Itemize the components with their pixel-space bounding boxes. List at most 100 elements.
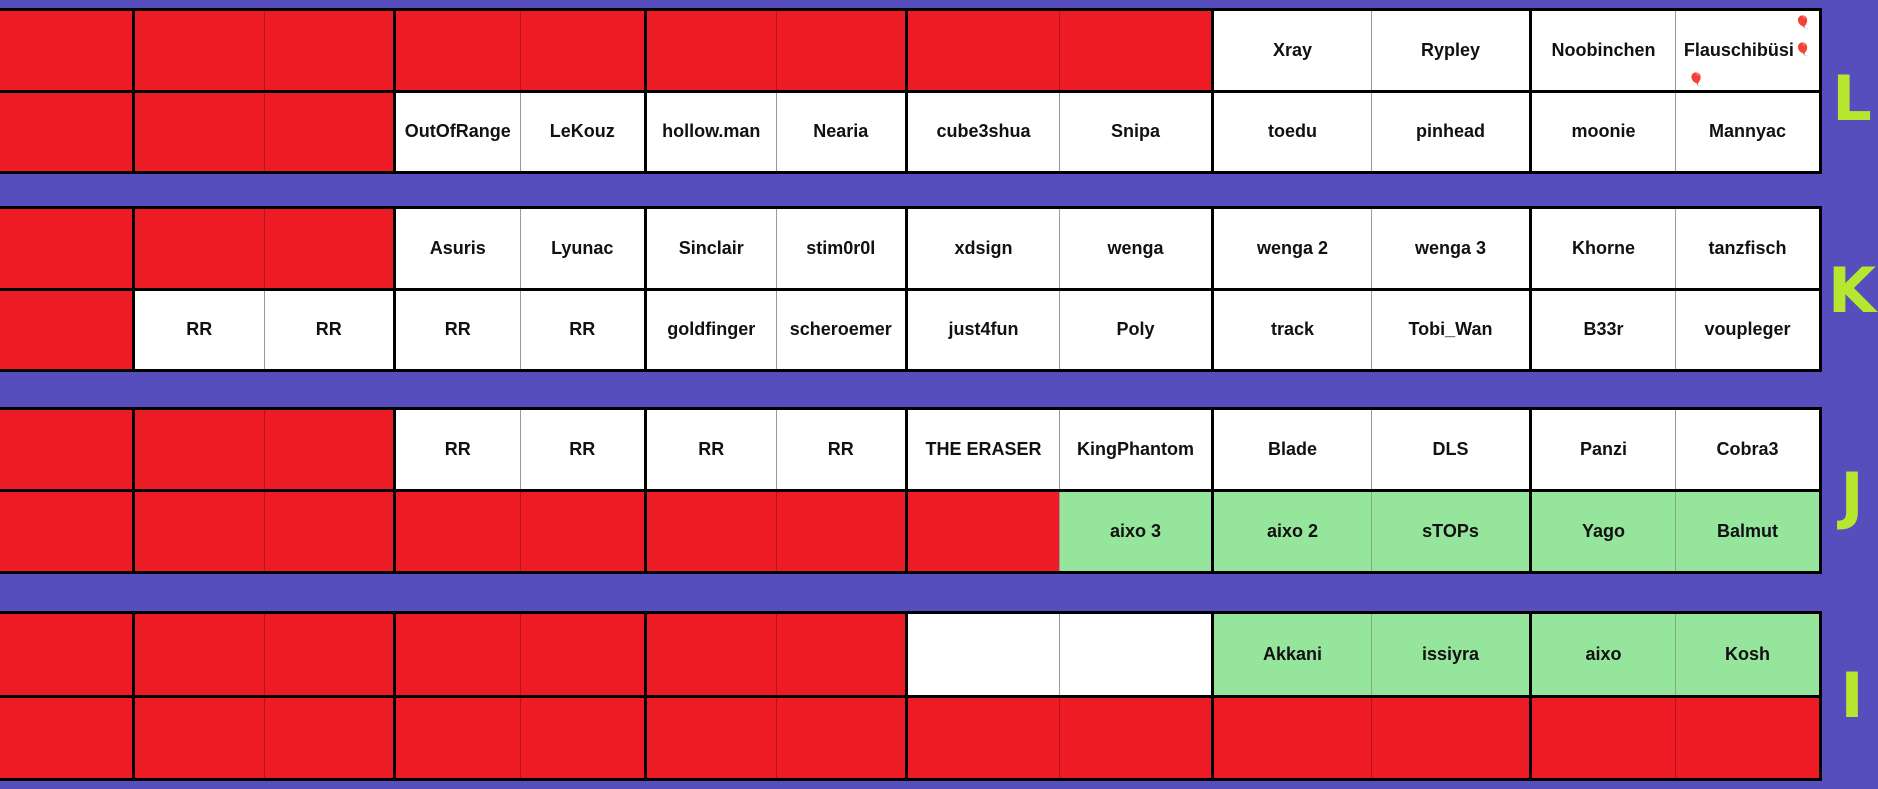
seat[interactable]: aixo bbox=[1532, 614, 1675, 695]
seat[interactable]: Yago bbox=[1532, 492, 1675, 571]
seat[interactable]: just4fun bbox=[908, 290, 1059, 369]
seat[interactable] bbox=[396, 614, 520, 695]
seat[interactable] bbox=[0, 614, 132, 695]
seat[interactable]: Lyunac bbox=[519, 209, 644, 288]
seat[interactable]: THE ERASER bbox=[908, 410, 1059, 489]
seat[interactable]: Xray bbox=[1214, 11, 1371, 90]
seat[interactable]: aixo 3 bbox=[1059, 492, 1211, 571]
seat[interactable] bbox=[775, 614, 905, 695]
seat[interactable] bbox=[0, 697, 132, 778]
seat[interactable] bbox=[519, 11, 644, 90]
seat[interactable]: wenga bbox=[1059, 209, 1211, 288]
seat[interactable] bbox=[775, 11, 905, 90]
seat[interactable] bbox=[135, 92, 264, 171]
seat[interactable]: aixo 2 bbox=[1214, 492, 1371, 571]
seat[interactable]: LeKouz bbox=[519, 92, 644, 171]
seat[interactable] bbox=[908, 614, 1059, 695]
seat[interactable]: OutOfRange bbox=[396, 92, 520, 171]
seat[interactable]: track bbox=[1214, 290, 1371, 369]
seat[interactable]: RR bbox=[775, 410, 905, 489]
seat[interactable]: stim0r0l bbox=[775, 209, 905, 288]
seat[interactable]: sTOPs bbox=[1371, 492, 1529, 571]
seat[interactable] bbox=[396, 11, 520, 90]
seat[interactable]: Balmut bbox=[1675, 492, 1819, 571]
seat[interactable] bbox=[1371, 697, 1529, 778]
seat[interactable]: Tobi_Wan bbox=[1371, 290, 1529, 369]
seat[interactable]: xdsign bbox=[908, 209, 1059, 288]
seat[interactable] bbox=[1059, 697, 1211, 778]
seat[interactable] bbox=[0, 492, 132, 571]
seat[interactable] bbox=[135, 697, 264, 778]
seat[interactable]: tanzfisch bbox=[1675, 209, 1819, 288]
seat[interactable]: Akkani bbox=[1214, 614, 1371, 695]
seat[interactable]: scheroemer bbox=[775, 290, 905, 369]
seat[interactable] bbox=[908, 11, 1059, 90]
seat[interactable]: voupleger bbox=[1675, 290, 1819, 369]
seat[interactable] bbox=[775, 492, 905, 571]
seat[interactable]: Nearia bbox=[775, 92, 905, 171]
seat[interactable] bbox=[263, 614, 393, 695]
seat[interactable] bbox=[135, 209, 264, 288]
seat[interactable]: RR bbox=[519, 410, 644, 489]
seat[interactable]: wenga 2 bbox=[1214, 209, 1371, 288]
seat[interactable] bbox=[0, 290, 132, 369]
seat[interactable]: Poly bbox=[1059, 290, 1211, 369]
seat[interactable] bbox=[263, 11, 393, 90]
seat[interactable] bbox=[908, 697, 1059, 778]
seat[interactable] bbox=[647, 11, 776, 90]
seat[interactable] bbox=[0, 209, 132, 288]
seat[interactable]: RR bbox=[396, 290, 520, 369]
seat[interactable] bbox=[519, 697, 644, 778]
seat[interactable]: goldfinger bbox=[647, 290, 776, 369]
seat[interactable] bbox=[908, 492, 1059, 571]
seat[interactable] bbox=[263, 410, 393, 489]
seat[interactable]: RR bbox=[263, 290, 393, 369]
seat[interactable] bbox=[647, 697, 776, 778]
seat[interactable] bbox=[263, 492, 393, 571]
seat[interactable] bbox=[1059, 11, 1211, 90]
seat[interactable]: RR bbox=[647, 410, 776, 489]
seat[interactable] bbox=[263, 92, 393, 171]
seat[interactable]: 🎈 Flauschibüsi 🎈 🎈 bbox=[1675, 11, 1819, 90]
seat[interactable]: RR bbox=[396, 410, 520, 489]
seat[interactable]: Snipa bbox=[1059, 92, 1211, 171]
seat[interactable] bbox=[0, 11, 132, 90]
seat[interactable] bbox=[0, 410, 132, 489]
seat[interactable] bbox=[263, 209, 393, 288]
seat[interactable]: Cobra3 bbox=[1675, 410, 1819, 489]
seat[interactable] bbox=[647, 492, 776, 571]
seat[interactable] bbox=[519, 492, 644, 571]
seat[interactable]: RR bbox=[135, 290, 264, 369]
seat[interactable] bbox=[0, 92, 132, 171]
seat[interactable] bbox=[1059, 614, 1211, 695]
seat[interactable]: pinhead bbox=[1371, 92, 1529, 171]
seat[interactable]: moonie bbox=[1532, 92, 1675, 171]
seat[interactable] bbox=[647, 614, 776, 695]
seat[interactable] bbox=[1532, 697, 1675, 778]
seat[interactable]: wenga 3 bbox=[1371, 209, 1529, 288]
seat[interactable]: Rypley bbox=[1371, 11, 1529, 90]
seat[interactable]: DLS bbox=[1371, 410, 1529, 489]
seat[interactable] bbox=[135, 11, 264, 90]
seat[interactable] bbox=[396, 697, 520, 778]
seat[interactable] bbox=[1675, 697, 1819, 778]
seat[interactable]: Noobinchen bbox=[1532, 11, 1675, 90]
seat[interactable] bbox=[396, 492, 520, 571]
seat[interactable]: issiyra bbox=[1371, 614, 1529, 695]
seat[interactable]: Blade bbox=[1214, 410, 1371, 489]
seat[interactable]: Panzi bbox=[1532, 410, 1675, 489]
seat[interactable] bbox=[263, 697, 393, 778]
seat[interactable]: Khorne bbox=[1532, 209, 1675, 288]
seat[interactable]: cube3shua bbox=[908, 92, 1059, 171]
seat[interactable] bbox=[135, 614, 264, 695]
seat[interactable]: Mannyac bbox=[1675, 92, 1819, 171]
seat[interactable]: B33r bbox=[1532, 290, 1675, 369]
seat[interactable]: hollow.man bbox=[647, 92, 776, 171]
seat[interactable]: KingPhantom bbox=[1059, 410, 1211, 489]
seat[interactable] bbox=[135, 410, 264, 489]
seat[interactable]: Sinclair bbox=[647, 209, 776, 288]
seat[interactable]: RR bbox=[519, 290, 644, 369]
seat[interactable]: Kosh bbox=[1675, 614, 1819, 695]
seat[interactable] bbox=[135, 492, 264, 571]
seat[interactable]: Asuris bbox=[396, 209, 520, 288]
